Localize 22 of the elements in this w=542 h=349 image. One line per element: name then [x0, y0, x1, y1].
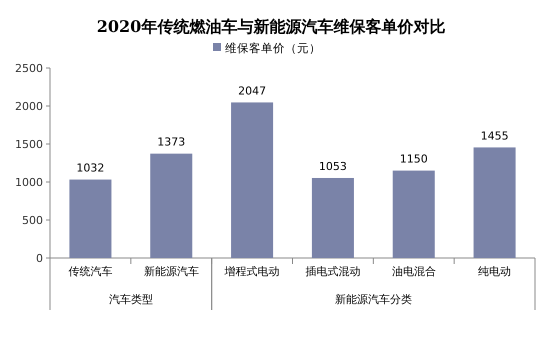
x-tick-label: 插电式混动	[305, 265, 360, 278]
title: 2020年传统燃油车与新能源汽车维保客单价对比	[96, 17, 446, 36]
x-tick-label: 增程式电动	[224, 265, 280, 278]
y-tick-label: 0	[36, 252, 43, 265]
data-label: 1373	[157, 136, 186, 149]
x-tick-label: 纯电动	[478, 265, 512, 278]
data-label: 2047	[238, 84, 266, 98]
data-label: 1150	[400, 152, 428, 166]
legend: 维保客单价（元）	[213, 41, 321, 55]
y-tick-label: 1500	[15, 138, 43, 151]
y-tick-label: 500	[22, 214, 43, 227]
text: 新能源汽车分类	[334, 293, 412, 306]
x-tick-label: 传统汽车	[68, 265, 112, 278]
data-label: 1053	[318, 160, 347, 173]
text: 汽车类型	[108, 293, 153, 306]
x-tick-label: 油电混合	[392, 265, 436, 278]
y-tick-label: 1000	[15, 176, 43, 189]
y-tick-label: 2000	[15, 100, 43, 113]
x-tick-label: 新能源汽车	[144, 265, 199, 278]
data-label: 1032	[76, 162, 104, 175]
y-tick-label: 2500	[15, 62, 43, 75]
data-label: 1455	[480, 129, 509, 142]
